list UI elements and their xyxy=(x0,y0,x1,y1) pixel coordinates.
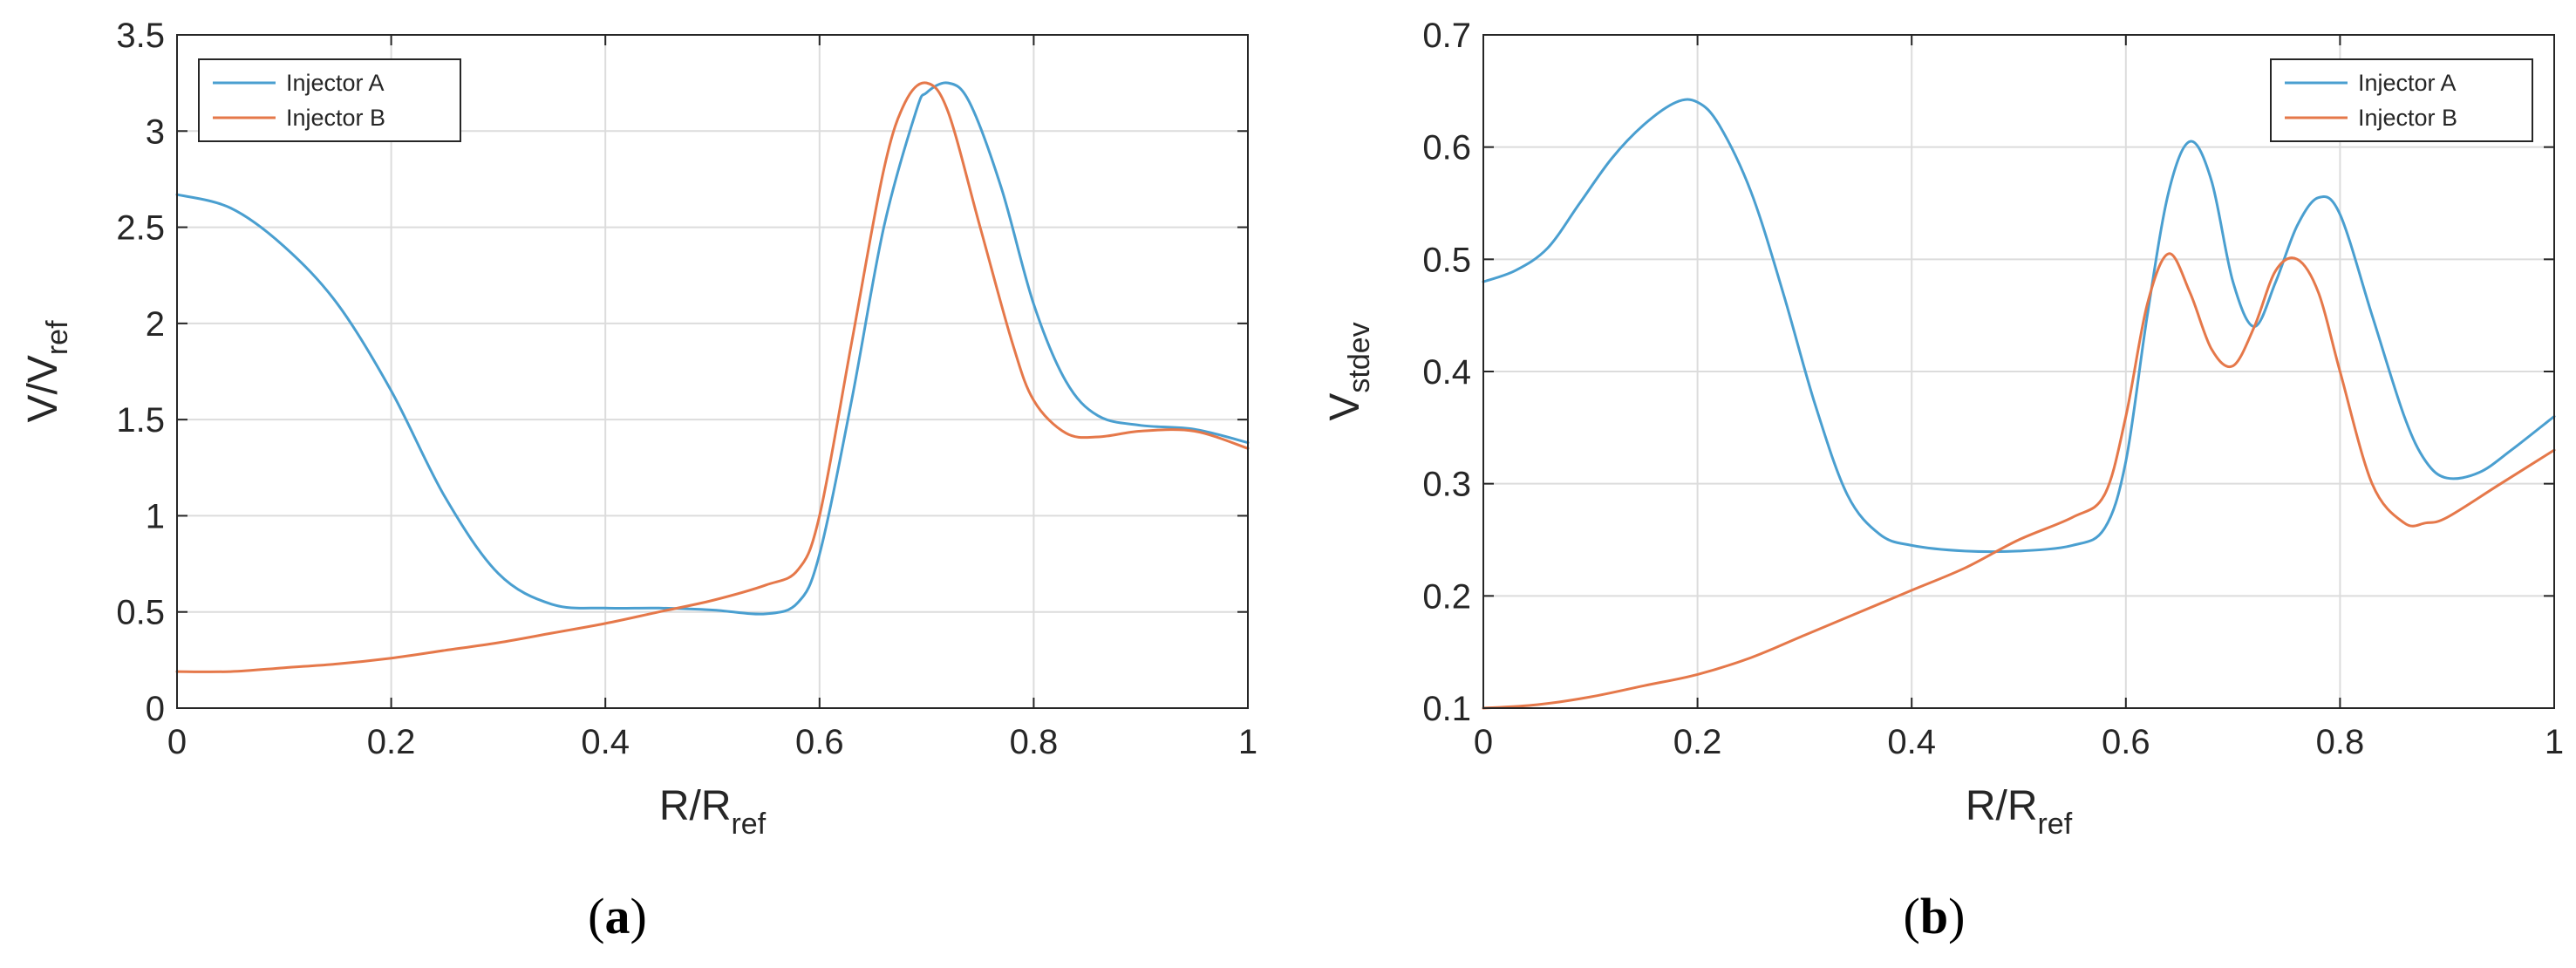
x-tick-label-5: 1 xyxy=(1238,723,1257,761)
y-tick-label-6: 0.7 xyxy=(1422,17,1471,55)
series-line-injector-b xyxy=(1482,252,2556,710)
y-axis-label: V/Vref xyxy=(20,320,74,423)
legend: Injector A Injector B xyxy=(2270,58,2533,142)
y-axis-label-main: V xyxy=(1322,393,1368,421)
x-tick-label-2: 0.4 xyxy=(581,723,630,761)
caption-open-paren: ( xyxy=(1904,888,1920,944)
series-line-injector-a xyxy=(1482,98,2556,554)
caption-a: (a) xyxy=(588,888,647,944)
legend-label-injector-a: Injector A xyxy=(2358,70,2457,96)
y-tick-label-2: 1 xyxy=(146,497,165,535)
axes-box xyxy=(176,34,1249,709)
x-tick-label-0: 0 xyxy=(167,723,187,761)
x-tick-label-4: 0.8 xyxy=(2316,723,2365,761)
series-line-injector-b xyxy=(175,81,1250,673)
y-tick-label-3: 1.5 xyxy=(116,401,165,440)
x-tick-label-5: 1 xyxy=(2545,723,2564,761)
y-tick-label-1: 0.2 xyxy=(1422,577,1471,616)
x-axis-label-main: R/R xyxy=(659,783,732,829)
legend-box xyxy=(198,58,461,142)
caption-open-paren: ( xyxy=(588,888,604,944)
legend-label-injector-b: Injector B xyxy=(2358,105,2457,131)
chart-a: 0 0.2 0.4 0.6 0.8 100.511.522.533.5R/RrefV/Vr… xyxy=(20,17,1257,944)
y-axis-label-subscript: stdev xyxy=(1343,322,1376,392)
chart-b: 0 0.2 0.4 0.6 0.8 1 0.1 0.2 0.3 0.4 0.5 0.6 0.7 R/Rre… xyxy=(1322,17,2564,944)
y-tick-label-0: 0.1 xyxy=(1422,690,1471,728)
y-tick-label-5: 2.5 xyxy=(116,209,165,248)
y-axis-label-main: V/V xyxy=(20,355,66,422)
caption-close-paren: ) xyxy=(630,888,647,944)
legend-label-injector-a: Injector A xyxy=(286,70,385,96)
x-axis-label-subscript: ref xyxy=(731,808,766,841)
caption-b: (b) xyxy=(1904,888,1966,944)
x-axis-label: R/Rref xyxy=(1966,783,2073,841)
y-axis-label: Vstdev xyxy=(1322,322,1376,420)
legend-label-injector-b: Injector B xyxy=(286,105,385,131)
y-tick-label-6: 3 xyxy=(146,112,165,151)
x-tick-label-4: 0.8 xyxy=(1010,723,1059,761)
x-tick-label-1: 0.2 xyxy=(1673,723,1722,761)
caption-close-paren: ) xyxy=(1948,888,1965,944)
y-tick-label-0: 0 xyxy=(146,690,165,728)
x-axis-label: R/Rref xyxy=(659,783,767,841)
legend: Injector A Injector B xyxy=(198,58,461,142)
series-line-injector-a xyxy=(175,81,1250,616)
y-tick-label-3: 0.4 xyxy=(1422,353,1471,392)
caption-letter: a xyxy=(605,888,630,944)
x-tick-label-3: 0.6 xyxy=(2102,723,2150,761)
y-axis-label-subscript: ref xyxy=(41,320,74,355)
x-axis-label-subscript: ref xyxy=(2037,808,2072,841)
x-tick-label-3: 0.6 xyxy=(795,723,844,761)
y-tick-label-2: 0.3 xyxy=(1422,466,1471,504)
y-tick-label-5: 0.6 xyxy=(1422,129,1471,167)
caption-letter: b xyxy=(1920,888,1948,944)
y-tick-label-7: 3.5 xyxy=(116,17,165,55)
y-tick-label-1: 0.5 xyxy=(116,594,165,632)
x-axis-label-main: R/R xyxy=(1966,783,2038,829)
x-tick-label-0: 0 xyxy=(1474,723,1493,761)
y-tick-label-4: 2 xyxy=(146,305,165,344)
x-tick-label-1: 0.2 xyxy=(367,723,416,761)
x-tick-label-2: 0.4 xyxy=(1887,723,1936,761)
legend-box xyxy=(2270,58,2533,142)
y-tick-label-4: 0.5 xyxy=(1422,241,1471,279)
